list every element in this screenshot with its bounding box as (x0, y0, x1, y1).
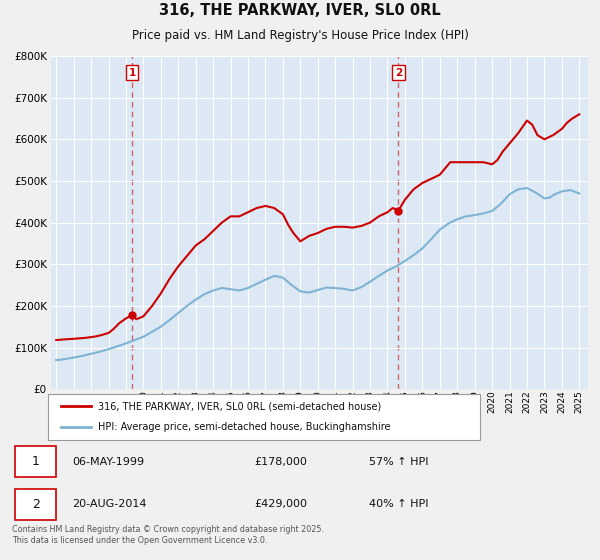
Text: 2: 2 (395, 68, 402, 78)
Text: 20-AUG-2014: 20-AUG-2014 (73, 499, 147, 509)
Text: 40% ↑ HPI: 40% ↑ HPI (369, 499, 428, 509)
FancyBboxPatch shape (15, 489, 56, 520)
Text: HPI: Average price, semi-detached house, Buckinghamshire: HPI: Average price, semi-detached house,… (98, 422, 390, 432)
Text: 57% ↑ HPI: 57% ↑ HPI (369, 457, 428, 467)
Text: 316, THE PARKWAY, IVER, SL0 0RL: 316, THE PARKWAY, IVER, SL0 0RL (159, 3, 441, 18)
FancyBboxPatch shape (48, 394, 480, 440)
Text: 06-MAY-1999: 06-MAY-1999 (73, 457, 145, 467)
Text: 2: 2 (32, 498, 40, 511)
Text: Contains HM Land Registry data © Crown copyright and database right 2025.
This d: Contains HM Land Registry data © Crown c… (12, 525, 324, 545)
Text: 316, THE PARKWAY, IVER, SL0 0RL (semi-detached house): 316, THE PARKWAY, IVER, SL0 0RL (semi-de… (98, 401, 381, 411)
Text: Price paid vs. HM Land Registry's House Price Index (HPI): Price paid vs. HM Land Registry's House … (131, 29, 469, 42)
Text: 1: 1 (32, 455, 40, 468)
Text: 1: 1 (128, 68, 136, 78)
Text: £178,000: £178,000 (254, 457, 307, 467)
FancyBboxPatch shape (15, 446, 56, 477)
Text: £429,000: £429,000 (254, 499, 307, 509)
